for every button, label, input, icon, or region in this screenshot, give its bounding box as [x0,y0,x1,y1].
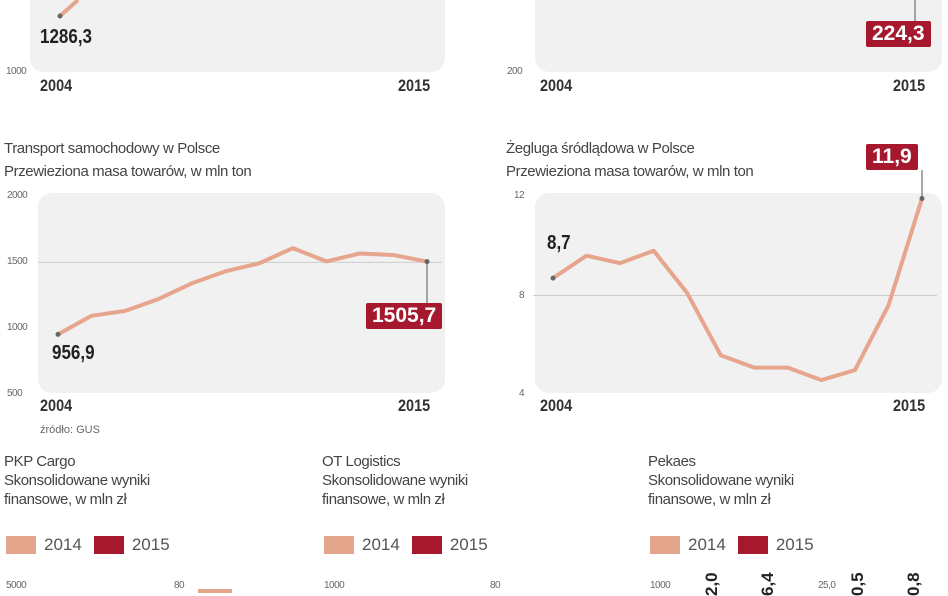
legend-label: 2015 [131,535,170,554]
legend: 2014 2015 [6,535,170,555]
bar-value: 0,5 [848,572,867,596]
inland-x-end: 2015 [893,396,926,415]
company-subtitle: finansowe, w mln zł [4,491,127,508]
inland-ytick: 4 [519,388,525,399]
inland-chart-title: Żegluga śródlądowa w Polsce [506,140,695,157]
company-subtitle: Skonsolidowane wyniki [648,472,794,489]
road-x-end: 2015 [398,396,431,415]
ytick: 80 [490,580,501,591]
data-point [55,331,61,337]
legend-swatch-2014 [6,536,36,554]
top-left-line [58,0,80,18]
road-chart-title: Transport samochodowy w Polsce [4,140,220,157]
company-name: OT Logistics [322,453,401,470]
bar-value: 6,4 [758,572,777,596]
road-end-label: 1505,7 [366,303,443,329]
data-point [550,275,556,281]
top-right-end-label: 224,3 [866,21,931,47]
source-note: źródło: GUS [40,424,100,436]
bar-value: 2,0 [702,572,721,596]
legend-swatch-2014 [324,536,354,554]
legend-label: 2014 [44,535,82,554]
ytick: 25,0 [818,580,836,591]
company-subtitle: Skonsolidowane wyniki [322,472,468,489]
ytick: 80 [174,580,185,591]
top-right-x-end: 2015 [893,76,926,95]
company-subtitle: finansowe, w mln zł [648,491,771,508]
legend-label: 2015 [775,535,814,554]
series-line [551,197,924,383]
inland-end-label: 11,9 [866,144,918,170]
road-ytick: 2000 [7,190,28,201]
road-start-label: 956,9 [52,342,95,364]
legend-label: 2014 [362,535,400,554]
top-left-start-label: 1286,3 [40,26,92,48]
legend-swatch-2015 [411,536,442,554]
road-x-start: 2004 [40,396,73,415]
inland-ytick: 8 [519,290,525,301]
top-left-panel [30,0,445,72]
legend-swatch-2014 [650,536,680,554]
bar-top [198,589,232,593]
top-left-x-end: 2015 [398,76,431,95]
road-ytick: 1000 [7,322,28,333]
company-name: PKP Cargo [4,453,76,470]
company-name: Pekaes [648,453,696,470]
legend-swatch-2015 [737,536,768,554]
top-left-ytick: 1000 [6,66,27,77]
inland-x-start: 2004 [540,396,573,415]
top-left-start-point [57,13,63,19]
legend-label: 2015 [449,535,488,554]
road-ytick: 1500 [7,256,28,267]
company-subtitle: Skonsolidowane wyniki [4,472,150,489]
series-line [57,246,428,337]
legend: 2014 2015 [324,535,488,555]
legend-label: 2014 [688,535,726,554]
road-chart-subtitle: Przewieziona masa towarów, w mln ton [4,163,252,180]
ytick: 1000 [324,580,345,591]
top-right-ytick: 200 [507,66,523,77]
company-subtitle: finansowe, w mln zł [322,491,445,508]
inland-ytick: 12 [514,190,525,201]
ytick: 1000 [650,580,671,591]
ytick: 5000 [6,580,27,591]
road-ytick: 500 [7,388,23,399]
inland-chart-subtitle: Przewieziona masa towarów, w mln ton [506,163,754,180]
top-right-x-start: 2004 [540,76,573,95]
inland-start-label: 8,7 [547,232,571,254]
legend-swatch-2015 [93,536,124,554]
bar-value: 0,8 [904,572,923,596]
legend: 2014 2015 [650,535,814,555]
road-chart-panel [38,193,445,393]
top-left-x-start: 2004 [40,76,73,95]
